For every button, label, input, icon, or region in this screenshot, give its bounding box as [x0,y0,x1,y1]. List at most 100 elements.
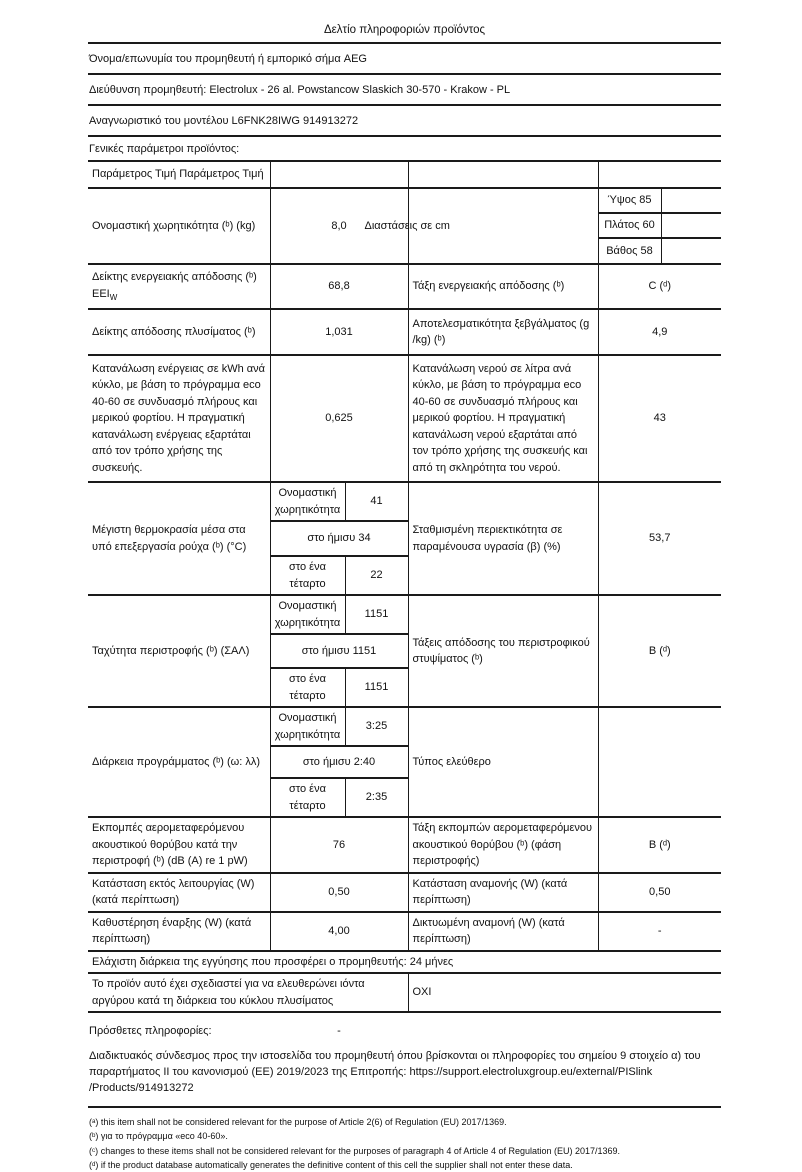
silver-ions-value: ΟΧΙ [408,972,721,1012]
temp-quarter-value: 22 [345,555,409,595]
parameters-table: Παράμετρος Τιμή Παράμετρος Τιμή Ονομαστι… [88,160,721,1013]
row-spin-speed-sub: στο ήμισυ 1151 [88,633,721,668]
warranty-text: Ελάχιστη διάρκεια της εγγύησης που προσφ… [88,949,721,973]
row-capacity-sub: Βάθος 58 [88,237,721,264]
spin-quarter-value: 1151 [345,667,409,707]
off-mode-label: Κατάσταση εκτός λειτουργίας (W) (κατά πε… [88,871,271,912]
table-header-row: Παράμετρος Τιμή Παράμετρος Τιμή [88,160,721,188]
spin-rated-value: 1151 [345,594,409,634]
delay-start-value: 4,00 [270,910,409,951]
supplier-website-link-text: Διαδικτυακός σύνδεσμος προς την ιστοσελί… [88,1049,721,1108]
duration-rated-value: 3:25 [345,706,409,746]
water-consumption-value: 43 [598,354,721,482]
address-row: Διεύθυνση προμηθευτή: Electrolux - 26 al… [88,75,721,106]
row-eei: Δείκτης ενεργειακής απόδοσης (ᵇ) EEIW 68… [88,263,721,309]
spin-rated-label: Ονομαστική χωρητικότητα [270,594,346,634]
eei-label: Δείκτης ενεργειακής απόδοσης (ᵇ) EEIW [88,263,271,309]
off-mode-value: 0,50 [270,871,409,912]
footnote-c: (ᶜ) changes to these items shall not be … [89,1145,621,1156]
energy-class-value: C (ᵈ) [598,263,721,309]
dimension-width-cell: Πλάτος 60 [598,212,662,238]
standby-value: 0,50 [598,871,721,912]
row-temperature-sub: στο ήμισυ 34 [88,520,721,556]
row-spin-speed-sub: στο ένα τέταρτο 1151 [88,667,721,707]
standby-label: Κατάσταση αναμονής (W) (κατά περίπτωση) [408,871,599,912]
row-spin-speed: Ταχύτητα περιστροφής (ᵇ) (ΣΑΛ) Ονομαστικ… [88,594,721,707]
eei-value: 68,8 [270,263,409,309]
dimension-empty-cell [661,212,721,238]
networked-standby-label: Δικτυωμένη αναμονή (W) (κατά περίπτωση) [408,910,599,951]
temp-quarter-label: στο ένα τέταρτο [270,555,346,595]
spin-half-cell: στο ήμισυ 1151 [270,633,409,668]
row-wash-index: Δείκτης απόδοσης πλυσίματος (ᵇ) 1,031 Απ… [88,308,721,355]
temp-half-cell: στο ήμισυ 34 [270,520,409,556]
additional-info-value: - [337,1025,341,1037]
spin-class-value: B (ᵈ) [598,594,721,707]
row-temperature: Μέγιστη θερμοκρασία μέσα στα υπό επεξεργ… [88,481,721,595]
duration-half-cell: στο ήμισυ 2:40 [270,745,409,778]
spin-speed-label: Ταχύτητα περιστροφής (ᵇ) (ΣΑΛ) [88,594,271,707]
dimension-depth-cell: Βάθος 58 [598,237,662,264]
footnotes: (ᵃ) this item shall not be considered re… [88,1115,721,1172]
energy-consumption-value: 0,625 [270,354,409,482]
temperature-label: Μέγιστη θερμοκρασία μέσα στα υπό επεξεργ… [88,481,271,595]
supplier-row: Όνομα/επωνυμία του προμηθευτή ή εμπορικό… [88,44,721,75]
row-delay-start: Καθυστέρηση έναρξης (W) (κατά περίπτωση)… [88,910,721,951]
dimension-empty-cell [661,237,721,264]
additional-info-row: Πρόσθετες πληροφορίες: - [88,1013,721,1049]
silver-ions-label: Το προϊόν αυτό έχει σχεδιαστεί για να ελ… [88,972,409,1012]
row-off-mode: Κατάσταση εκτός λειτουργίας (W) (κατά πε… [88,871,721,912]
rinse-effectiveness-value: 4,9 [598,308,721,355]
noise-label: Εκπομπές αερομεταφερόμενου ακουστικού θο… [88,816,271,873]
header-empty-cell [598,160,721,188]
capacity-label: Ονομαστική χωρητικότητα (ᵇ) (kg) [88,187,271,264]
noise-value: 76 [270,816,409,873]
row-silver-ions: Το προϊόν αυτό έχει σχεδιαστεί για να ελ… [88,972,721,1012]
wash-index-value: 1,031 [270,308,409,355]
dimensions-label: Διαστάσεις σε cm [364,219,450,232]
header-empty-cell [408,160,599,188]
duration-quarter-value: 2:35 [345,777,409,817]
energy-consumption-label: Κατανάλωση ενέργειας σε kWh ανά κύκλο, μ… [88,354,271,482]
noise-class-label: Τάξη εκπομπών αερομεταφερόμενου ακουστικ… [408,816,599,873]
footnote-a: (ᵃ) this item shall not be considered re… [89,1116,507,1127]
moisture-value: 53,7 [598,481,721,595]
temp-rated-label: Ονομαστική χωρητικότητα [270,481,346,521]
type-value [598,706,721,817]
row-duration-sub: στο ήμισυ 2:40 [88,745,721,778]
wash-index-label: Δείκτης απόδοσης πλυσίματος (ᵇ) [88,308,271,355]
additional-info-label: Πρόσθετες πληροφορίες: [89,1025,212,1037]
dimension-empty-cell [661,187,721,213]
moisture-label: Σταθμισμένη περιεκτικότητα σε παραμένουσ… [408,481,599,595]
networked-standby-value: - [598,910,721,951]
row-temperature-sub: στο ένα τέταρτο 22 [88,555,721,595]
row-consumption: Κατανάλωση ενέργειας σε kWh ανά κύκλο, μ… [88,354,721,482]
capacity-value-cell: 8,0 Διαστάσεις σε cm [270,187,450,264]
header-empty-cell [270,160,409,188]
page-title: Δελτίο πληροφοριών προϊόντος [88,0,721,44]
spin-class-label: Τάξεις απόδοσης του περιστροφικού στυψίμ… [408,594,599,707]
row-capacity: Ονομαστική χωρητικότητα (ᵇ) (kg) 8,0 Δια… [88,187,721,264]
row-duration: Διάρκεια προγράμματος (ᵇ) (ω: λλ) Ονομασ… [88,706,721,817]
model-row: Αναγνωριστικό του μοντέλου L6FNK28IWG 91… [88,106,721,137]
noise-class-value: B (ᵈ) [598,816,721,873]
rinse-effectiveness-label: Αποτελεσματικότητα ξεβγάλματος (g /kg) (… [408,308,599,355]
duration-label: Διάρκεια προγράμματος (ᵇ) (ω: λλ) [88,706,271,817]
dimension-height-cell: Ύψος 85 [598,187,662,213]
capacity-value: 8,0 [331,219,347,232]
row-duration-sub: στο ένα τέταρτο 2:35 [88,777,721,817]
general-params-heading: Γενικές παράμετροι προϊόντος: [89,142,240,155]
row-noise: Εκπομπές αερομεταφερόμενου ακουστικού θο… [88,816,721,873]
water-consumption-label: Κατανάλωση νερού σε λίτρα ανά κύκλο, με … [408,354,599,482]
duration-rated-label: Ονομαστική χωρητικότητα [270,706,346,746]
row-warranty: Ελάχιστη διάρκεια της εγγύησης που προσφ… [88,949,721,973]
row-capacity-sub: Πλάτος 60 [88,212,721,238]
header-cell: Παράμετρος Τιμή Παράμετρος Τιμή [88,160,271,188]
dimensions-spacer-cell [408,187,599,264]
footnote-d: (ᵈ) if the product database automaticall… [89,1159,573,1170]
duration-quarter-label: στο ένα τέταρτο [270,777,346,817]
product-fiche-page: Δελτίο πληροφοριών προϊόντος Όνομα/επωνυ… [88,0,721,1172]
delay-start-label: Καθυστέρηση έναρξης (W) (κατά περίπτωση) [88,910,271,951]
spin-quarter-label: στο ένα τέταρτο [270,667,346,707]
type-label: Τύπος ελεύθερο [408,706,599,817]
